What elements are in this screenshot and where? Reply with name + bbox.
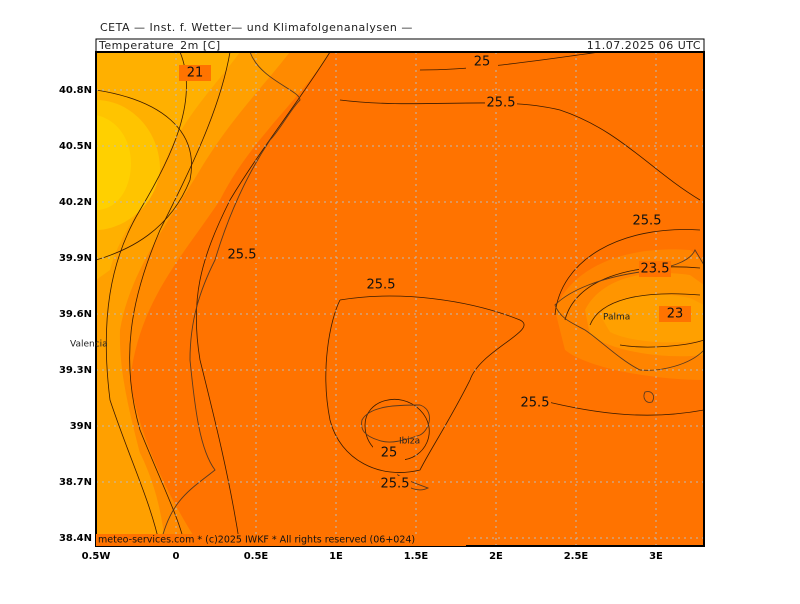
contour-label: 21 — [187, 66, 204, 81]
x-tick-label: 1.5E — [404, 551, 429, 562]
contour-label-bg — [485, 95, 517, 111]
contour-label-bg — [226, 247, 258, 263]
contour-label: 23.5 — [641, 262, 670, 277]
contour-label: 25.5 — [228, 248, 257, 263]
place-label: Valencia — [70, 340, 108, 350]
x-tick-label: 3E — [649, 551, 663, 562]
contour-label-bg — [373, 445, 405, 461]
contour-label: 25.5 — [633, 214, 662, 229]
contour-label-bg — [631, 213, 663, 229]
contour-label-bg — [659, 306, 691, 322]
y-tick-label: 40.8N — [59, 85, 92, 96]
x-tick-label: 0.5E — [244, 551, 269, 562]
y-tick-label: 39.3N — [59, 365, 92, 376]
contour-label: 25 — [474, 55, 491, 70]
contour-label: 25.5 — [367, 278, 396, 293]
contour-label-bg — [466, 54, 498, 70]
map-field — [96, 52, 704, 546]
y-tick-label: 38.7N — [59, 477, 92, 488]
x-tick-label: 0.5W — [82, 551, 111, 562]
footer-bg — [96, 534, 466, 546]
y-tick-label: 38.4N — [59, 533, 92, 544]
place-label: Palma — [603, 313, 630, 323]
footer: meteo-services.com * (c)2025 IWKF * All … — [98, 535, 415, 546]
contour-label: 23 — [667, 307, 684, 322]
x-tick-label: 0 — [173, 551, 180, 562]
contour-label-bg — [179, 65, 211, 81]
x-tick-label: 2.5E — [564, 551, 589, 562]
contour-label-bg — [639, 261, 671, 277]
contour-label: 25.5 — [521, 396, 550, 411]
contour-label-bg — [379, 476, 411, 492]
title: Temperature_2m [C] — [98, 39, 221, 52]
y-tick-label: 40.5N — [59, 141, 92, 152]
y-tick-label: 39N — [70, 421, 92, 432]
institute: CETA — Inst. f. Wetter— und Klimafolgena… — [100, 21, 413, 34]
x-tick-label: 2E — [489, 551, 503, 562]
contour-label-bg — [519, 395, 551, 411]
grid — [96, 52, 704, 546]
y-tick-label: 39.6N — [59, 309, 92, 320]
contour-label: 25.5 — [487, 96, 516, 111]
contour-label: 25.5 — [381, 477, 410, 492]
y-tick-label: 39.9N — [59, 253, 92, 264]
place-label: Ibiza — [399, 437, 420, 447]
contour-label: 25 — [381, 446, 398, 461]
y-tick-label: 40.2N — [59, 197, 92, 208]
x-tick-label: 1E — [329, 551, 343, 562]
timestamp: 11.07.2025 06 UTC — [587, 39, 701, 52]
contour-label-bg — [365, 277, 397, 293]
